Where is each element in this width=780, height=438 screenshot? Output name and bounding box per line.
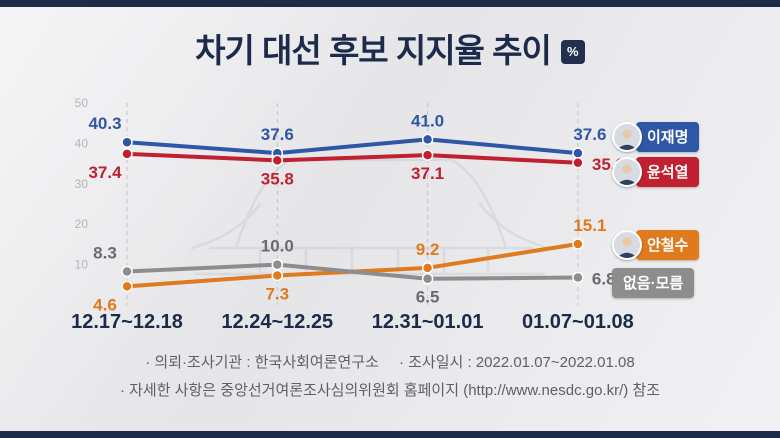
data-point [121, 265, 133, 278]
value-label: 37.6 [261, 125, 294, 144]
data-point [421, 133, 434, 146]
series-line [125, 151, 580, 165]
value-label: 41.0 [411, 111, 444, 130]
value-label: 6.8 [592, 270, 616, 289]
unit-badge: % [560, 40, 585, 64]
value-label: 37.1 [411, 164, 444, 183]
series-line [125, 262, 580, 281]
data-point [121, 280, 133, 293]
data-point [572, 271, 584, 284]
y-tick-label: 40 [75, 136, 89, 150]
value-label: 15.1 [573, 216, 606, 235]
bottom-edge-bar [0, 431, 780, 438]
value-label: 10.0 [261, 237, 294, 256]
footer-line-1: · 의뢰·조사기관 : 한국사회여론연구소 · 조사일시 : 2022.01.07… [0, 349, 780, 377]
value-label: 35.8 [261, 169, 294, 188]
value-label: 8.3 [93, 243, 117, 262]
value-label: 40.3 [88, 114, 121, 133]
series-line [125, 137, 580, 156]
top-edge-bar [0, 0, 780, 7]
data-point [271, 154, 284, 167]
footer-line-2: · 자세한 사항은 중앙선거여론조사심의위원회 홈페이지 (http://www… [119, 382, 661, 399]
page-title: 차기 대선 후보 지지율 추이 [195, 32, 552, 69]
data-point [421, 262, 434, 274]
data-point [421, 149, 434, 161]
value-label: 6.5 [416, 288, 440, 307]
data-point [572, 157, 584, 169]
title-row: 차기 대선 후보 지지율 추이 % [0, 24, 780, 72]
y-tick-label: 10 [75, 258, 89, 272]
data-point [121, 148, 133, 160]
y-tick-label: 50 [75, 96, 89, 110]
data-point [572, 147, 584, 159]
footer-notes: · 의뢰·조사기관 : 한국사회여론연구소 · 조사일시 : 2022.01.07… [0, 349, 780, 405]
footer-survey-date: · 조사일시 : 2022.01.07~2022.01.08 [398, 354, 635, 371]
data-point [271, 269, 284, 282]
value-label: 7.3 [265, 285, 289, 304]
footer-survey-org: · 의뢰·조사기관 : 한국사회여론연구소 [145, 354, 379, 371]
value-label: 37.6 [573, 125, 606, 144]
value-label: 4.6 [93, 295, 117, 314]
data-point [121, 136, 133, 148]
data-point [572, 238, 584, 250]
y-tick-label: 20 [75, 217, 89, 231]
value-label: 37.4 [88, 163, 122, 182]
value-label: 35.2 [592, 155, 625, 174]
y-tick-label: 30 [75, 177, 89, 191]
value-label: 9.2 [416, 240, 440, 259]
data-point [421, 272, 434, 285]
data-point [271, 258, 284, 271]
